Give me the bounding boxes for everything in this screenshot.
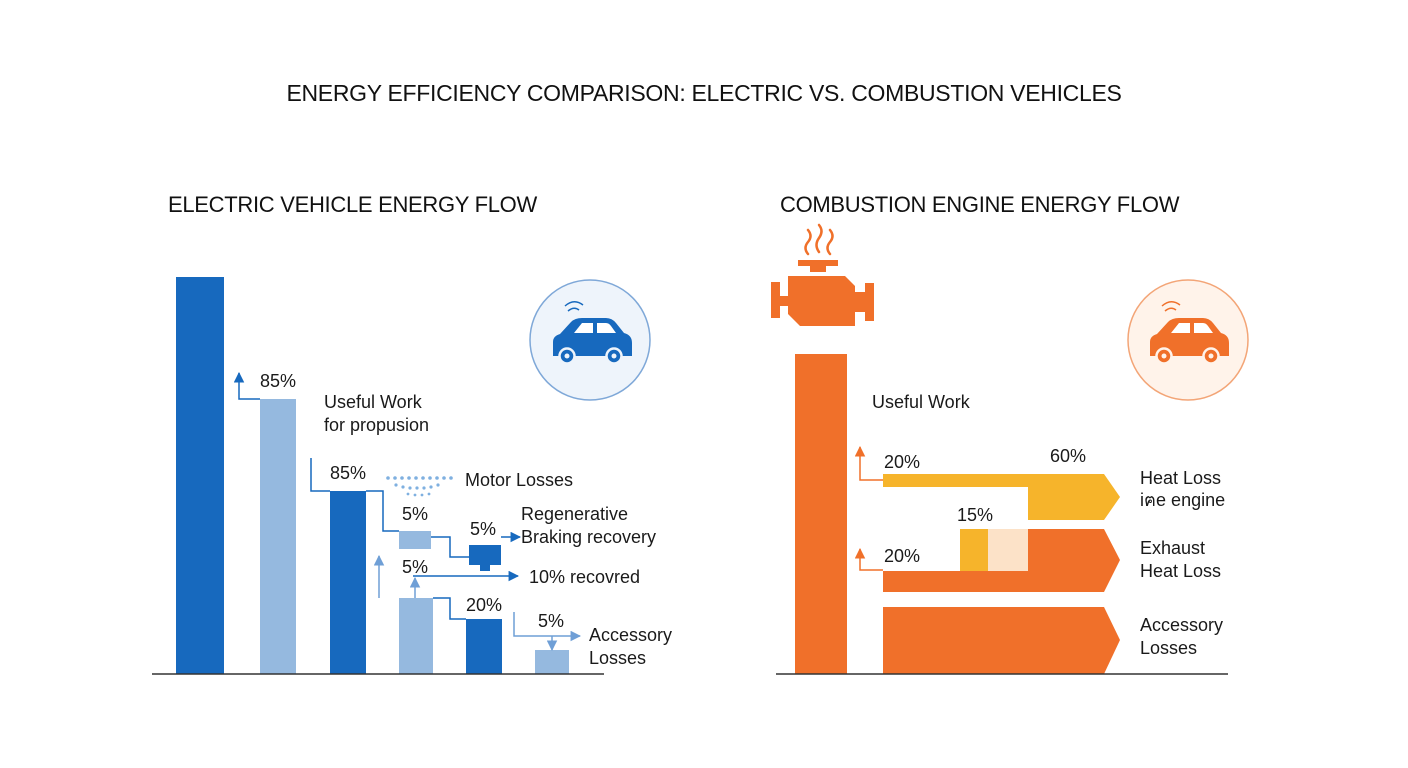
ev-connector-small [366, 490, 399, 532]
ev-useful-pct: 85% [260, 371, 297, 391]
ev-connector-motor [310, 458, 330, 492]
ev-input-bar [176, 277, 224, 674]
ev-small-pct-b: 5% [470, 519, 497, 539]
ice-overlap-block [988, 529, 1028, 571]
main-title: ENERGY EFFICIENCY COMPARISON: ELECTRIC V… [286, 80, 1122, 106]
ice-heat-label-1: Heat Loss [1140, 468, 1222, 488]
ev-regen-block [469, 545, 501, 565]
ev-connector-20 [433, 597, 466, 620]
engine-icon [771, 260, 874, 326]
ev-useful-label-2: for propusion [324, 415, 430, 435]
ice-exhaust-arrow [883, 529, 1120, 592]
ev-useful-bar [260, 399, 296, 674]
ev-dark-bar-mid [466, 619, 502, 674]
ice-input-bar [795, 354, 847, 674]
ice-arrow-20a [854, 445, 883, 481]
ev-arrow-useful [233, 371, 260, 400]
ev-recovered-label: 10% recovred [529, 567, 641, 587]
ice-exhaust-label-2: Heat Loss [1140, 561, 1222, 581]
ice-flow [771, 223, 1249, 675]
ice-pct-20b: 20% [884, 546, 921, 566]
ev-arrow-regen [431, 536, 469, 558]
ice-exhaust-amber [960, 529, 988, 571]
ice-heat-loss-band [883, 474, 1028, 487]
ev-motor-pct: 85% [330, 463, 367, 483]
car-icon [529, 279, 651, 401]
ice-arrow-20b [854, 547, 883, 571]
ev-useful-label-1: Useful Work [324, 392, 422, 412]
ice-panel-title: COMBUSTION ENGINE ENERGY FLOW [780, 192, 1180, 217]
ev-light-bar-mid [399, 598, 433, 674]
ev-accessory-label-2: Losses [589, 648, 647, 668]
ice-pct-60: 60% [1050, 446, 1087, 466]
ice-heat-label-2: iฅe engine [1140, 490, 1226, 510]
ice-pct-15: 15% [957, 505, 994, 525]
ev-light-bar-small [399, 531, 431, 549]
ev-pct-20: 20% [466, 595, 503, 615]
ev-regen-stem [480, 565, 490, 571]
ev-small-pct-c: 5% [402, 557, 429, 577]
ev-regen-label-1: Regenerative [521, 504, 629, 524]
ice-accessory-label-1: Accessory [1140, 615, 1224, 635]
ice-useful-label: Useful Work [872, 392, 970, 412]
ev-arrow-accessory [513, 612, 582, 642]
ice-pct-20a: 20% [884, 452, 921, 472]
ev-flow [152, 277, 651, 675]
ev-small-pct-a: 5% [402, 504, 429, 524]
ev-motor-loss-dots [386, 476, 453, 497]
ice-accessory-label-2: Losses [1140, 638, 1198, 658]
ev-accessory-label-1: Accessory [589, 625, 673, 645]
ev-motor-losses-label: Motor Losses [465, 470, 574, 490]
ev-regen-label-2: Braking recovery [521, 527, 657, 547]
ev-motor-bar [330, 491, 366, 674]
car-icon [1127, 279, 1249, 401]
heat-icon [804, 223, 834, 256]
ice-exhaust-label-1: Exhaust [1140, 538, 1206, 558]
ev-accessory-pct: 5% [538, 611, 565, 631]
ice-heat-loss-arrow [1028, 474, 1120, 520]
ev-panel-title: ELECTRIC VEHICLE ENERGY FLOW [168, 192, 537, 217]
ice-accessory-arrow [883, 607, 1120, 674]
ev-accessory-bar [535, 650, 569, 674]
